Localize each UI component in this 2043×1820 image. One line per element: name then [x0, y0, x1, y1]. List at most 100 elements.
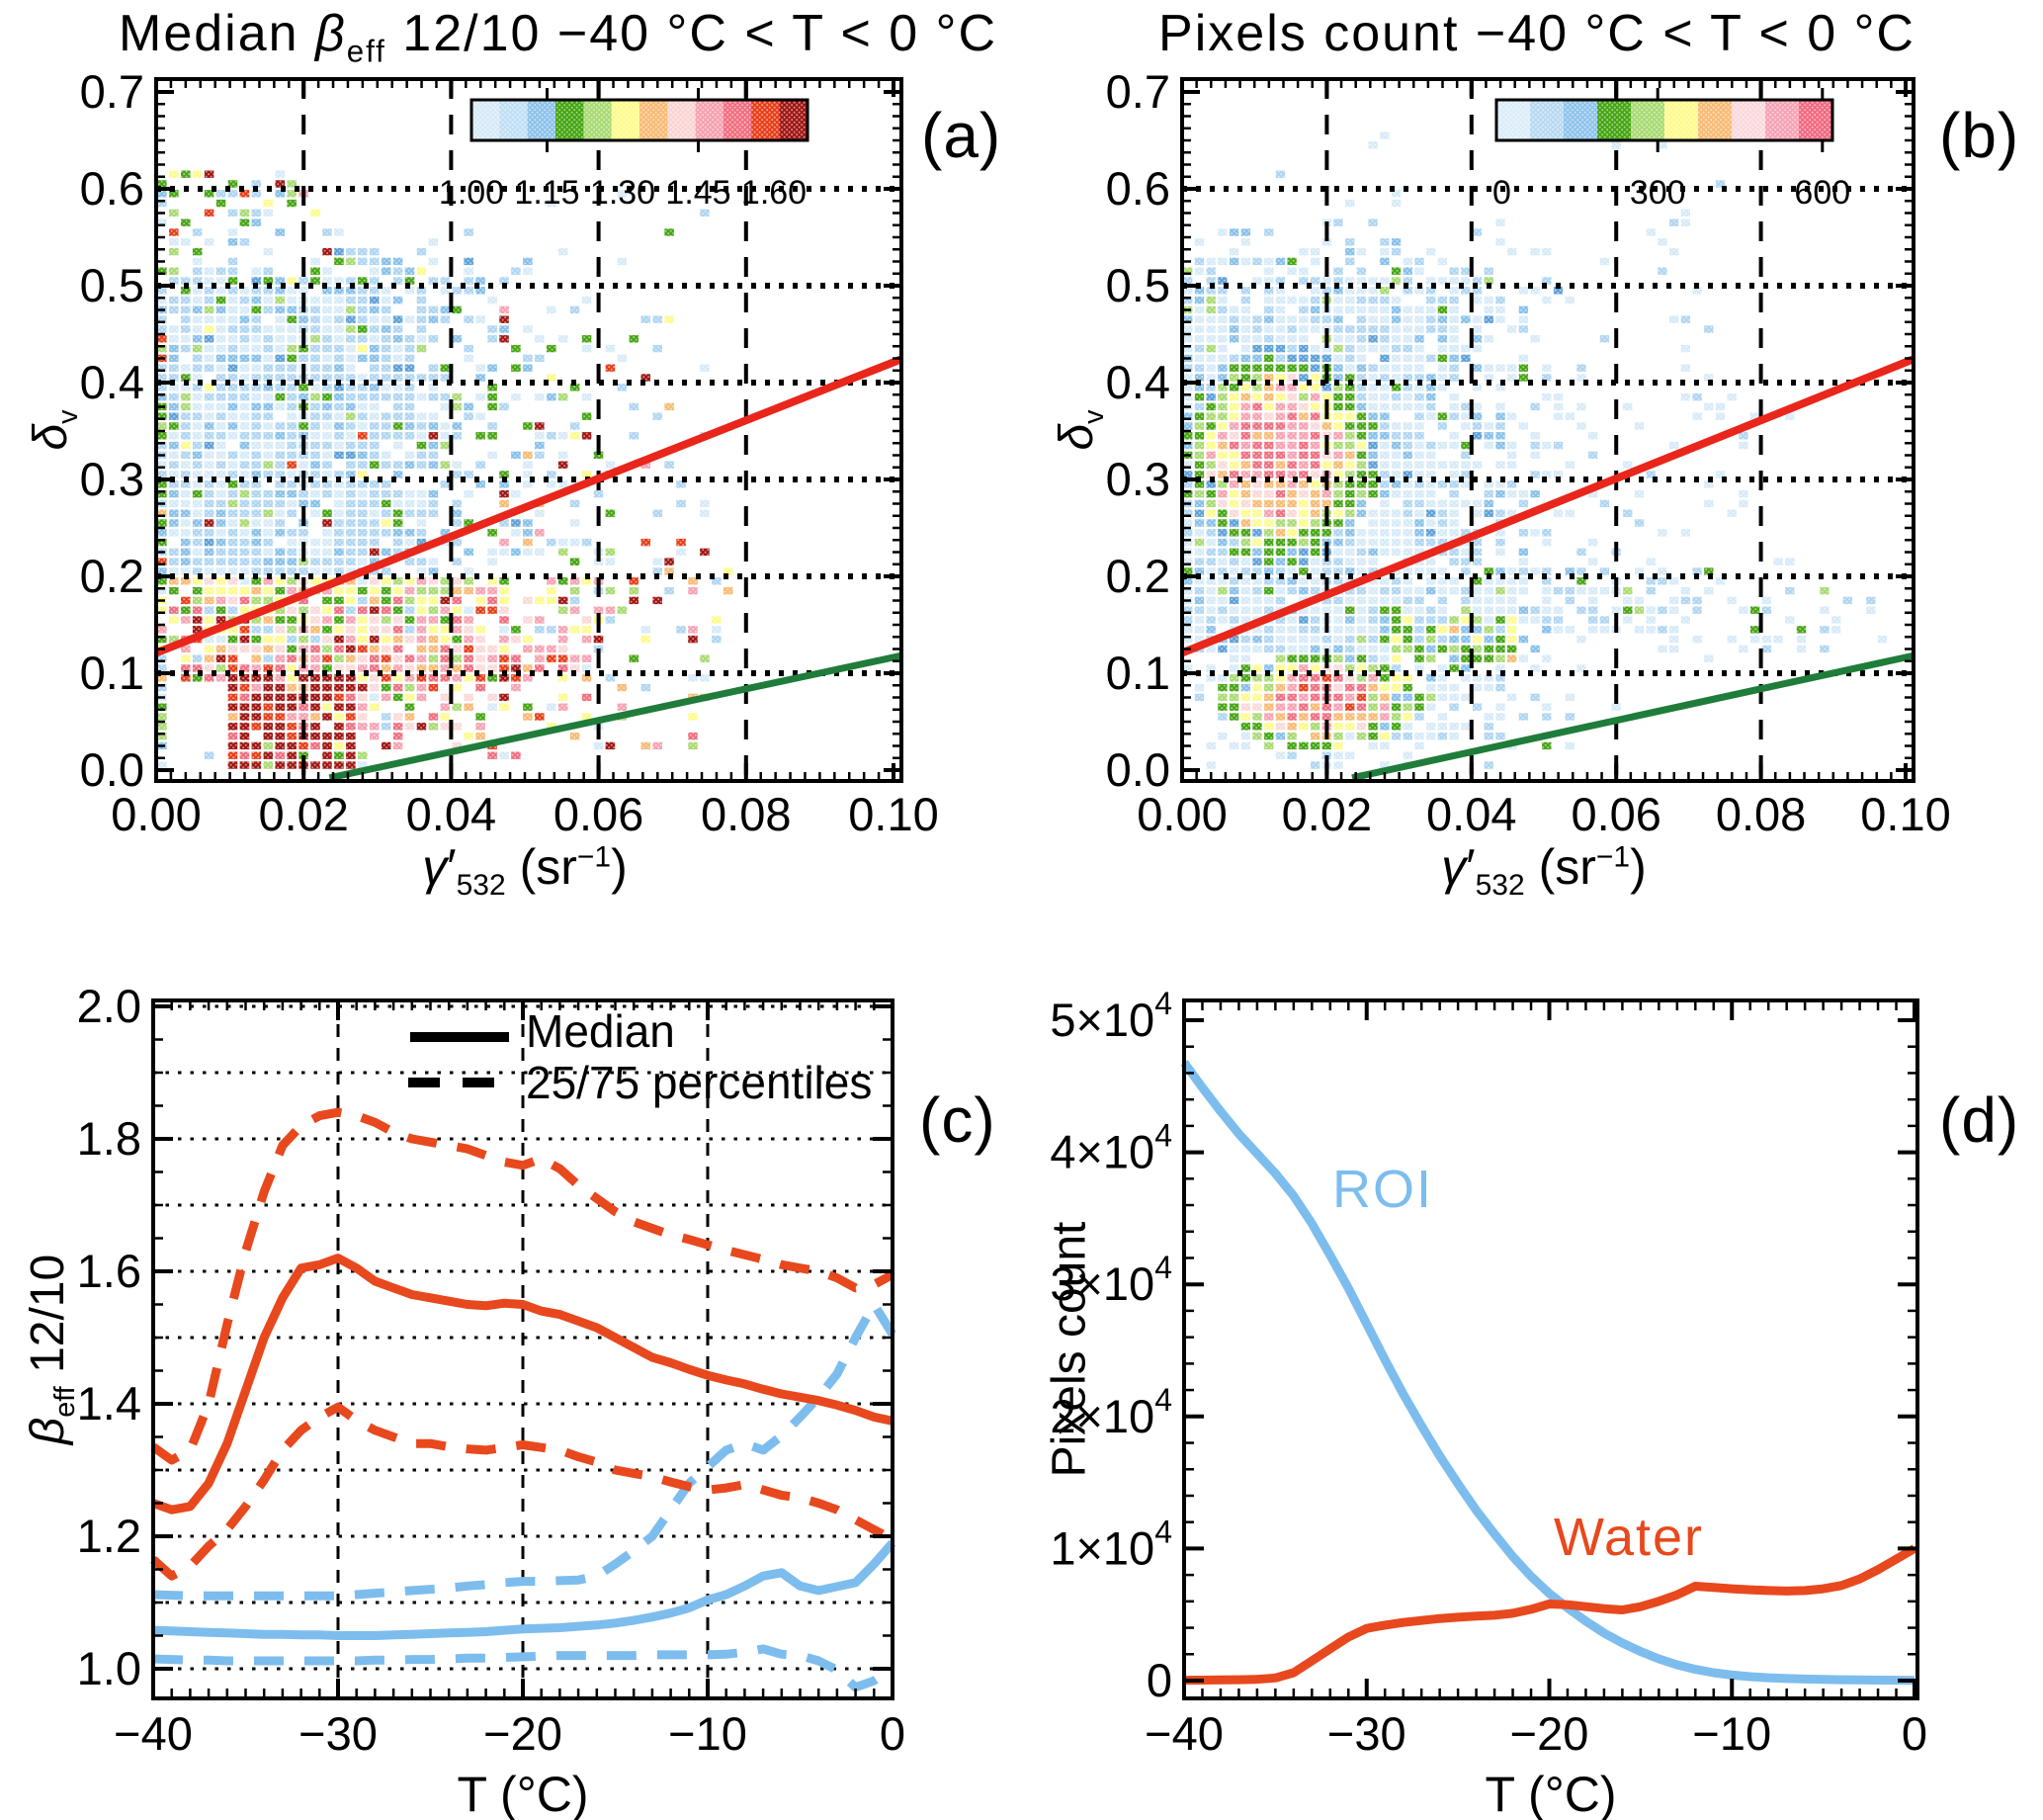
- x-tick-label: 0: [1902, 1707, 1927, 1760]
- y-tick-label: 1×104: [1050, 1514, 1172, 1574]
- axes-box: [151, 998, 894, 1700]
- colorbar-label: 1.30: [590, 174, 655, 212]
- y-tick-label: 0.3: [1106, 453, 1170, 505]
- x-tick-label: −20: [1510, 1707, 1589, 1760]
- series-water-median: [151, 1254, 894, 1515]
- x-tick-label: −20: [483, 1707, 562, 1760]
- y-tick-label: 0.4: [80, 356, 144, 408]
- panel-a-letter: (a): [921, 100, 1002, 171]
- series-roi: [1180, 1060, 1915, 1686]
- y-tick-label: 0.7: [80, 65, 144, 118]
- series-water: [1183, 1544, 1917, 1686]
- series-roi-75th-percentile: [152, 1300, 896, 1601]
- red-threshold-line: [1180, 355, 1915, 657]
- series-roi-median: [152, 1539, 896, 1640]
- x-tick-label: −30: [298, 1707, 378, 1760]
- x-tick-label: 0.10: [848, 788, 938, 840]
- panel-c-linechart: −40 −30 −20 −10 0 1.0 1.2 1.4 1.6 1.8 2.0: [77, 980, 905, 1760]
- x-tick-label: −40: [1145, 1707, 1224, 1760]
- y-tick-label: 0.7: [1106, 65, 1170, 118]
- legend-dashed-sample: [408, 1078, 515, 1087]
- y-tick-label: 4×104: [1050, 1118, 1172, 1178]
- y-tick-mantissa: 3×10: [1050, 1257, 1154, 1310]
- colorbar-stipple: [471, 101, 809, 141]
- roi-curve-label: ROI: [1332, 1160, 1434, 1219]
- y-tick-exponent: 4: [1154, 1514, 1172, 1549]
- panel-d-ylabel: Pixels count: [1043, 1221, 1096, 1478]
- x-tick-label: −40: [114, 1707, 193, 1760]
- y-tick-label: 0.6: [80, 162, 144, 215]
- y-tick-label: 3×104: [1050, 1250, 1172, 1310]
- y-tick-label: 0.0: [80, 743, 144, 796]
- panel-c-letter: (c): [919, 1084, 996, 1156]
- x-tick-label: 0.06: [1571, 788, 1660, 840]
- axes-box: [154, 77, 903, 783]
- colorbar-label: 600: [1794, 174, 1850, 212]
- x-tick-label: 0.02: [1282, 788, 1372, 840]
- panel-b-xlabel: γ′532 (sr−1): [1441, 839, 1647, 902]
- panel-d-letter: (d): [1939, 1084, 2020, 1156]
- green-threshold-line: [328, 651, 902, 782]
- colorbar-label: 1.15: [514, 174, 579, 212]
- panel-c-xlabel: T (°C): [457, 1767, 589, 1820]
- x-tick-label: −10: [1692, 1707, 1771, 1760]
- x-tick-label: 0.10: [1860, 788, 1950, 840]
- stipple-overlay: [156, 79, 901, 781]
- x-tick-label: −10: [668, 1707, 747, 1760]
- y-tick-mantissa: 0: [1147, 1654, 1172, 1706]
- colorbar-label: 1.60: [741, 174, 807, 212]
- panel-b-heatmap: 0 300 600 0.00 0.02 0.04 0.06 0.08 0.10 0.0 0.1 0.2…: [1106, 65, 1951, 840]
- colorbar-border: [1494, 98, 1834, 142]
- panel-a-xlabel: γ′532 (sr−1): [422, 839, 628, 902]
- y-tick-label: 0.1: [1106, 647, 1170, 699]
- x-tick-label: 0.04: [406, 788, 496, 840]
- y-tick-label: 0.4: [1106, 356, 1170, 408]
- y-tick-label: 1.4: [77, 1377, 141, 1430]
- y-tick-label: 0.2: [1106, 550, 1170, 602]
- x-tick-label: 0.04: [1426, 788, 1516, 840]
- legend-percentiles-label: 25/75 percentiles: [526, 1057, 873, 1108]
- x-tick-label: 0.08: [701, 788, 791, 840]
- x-tick-label: 0.00: [1137, 788, 1227, 840]
- x-tick-label: 0.00: [111, 788, 201, 840]
- colorbar: 0 300 600: [1492, 88, 1850, 212]
- green-threshold-line: [1351, 651, 1915, 782]
- y-tick-label: 0.2: [80, 550, 144, 602]
- y-tick-label: 0.6: [1106, 162, 1170, 215]
- y-tick-mantissa: 1×10: [1050, 1521, 1154, 1574]
- y-tick-label: 0.5: [80, 259, 144, 311]
- x-tick-label: 0.08: [1716, 788, 1806, 840]
- colorbar-label: 1.45: [665, 174, 730, 212]
- panel-a-title: Median βeff 12/10 −40 °C < T < 0 °C: [119, 5, 997, 69]
- x-tick-label: 0: [880, 1707, 905, 1760]
- axes-box: [1182, 998, 1919, 1700]
- y-tick-label: 1.6: [77, 1245, 141, 1297]
- y-tick-label: 0: [1147, 1654, 1172, 1706]
- y-tick-label: 0.0: [1106, 743, 1170, 796]
- y-tick-mantissa: 5×10: [1050, 994, 1154, 1046]
- y-tick-label: 1.8: [77, 1112, 141, 1165]
- y-tick-label: 1.2: [77, 1510, 141, 1562]
- x-tick-label: 0.02: [258, 788, 348, 840]
- y-tick-exponent: 4: [1154, 986, 1172, 1021]
- panel-a-ylabel: δv: [25, 409, 84, 451]
- y-tick-label: 2.0: [77, 980, 141, 1032]
- panel-c-ylabel: βeff 12/10: [22, 1254, 81, 1445]
- axes-box: [1180, 77, 1915, 783]
- y-tick-label: 1.0: [77, 1642, 141, 1694]
- panel-b-title: Pixels count −40 °C < T < 0 °C: [1158, 5, 1915, 62]
- legend-solid-sample: [410, 1032, 509, 1042]
- y-tick-exponent: 4: [1154, 1250, 1172, 1285]
- y-tick-label: 0.1: [80, 647, 144, 699]
- panel-d-xlabel: T (°C): [1485, 1767, 1617, 1820]
- y-tick-label: 0.5: [1106, 259, 1170, 311]
- series-water-75th-percentile: [150, 1107, 895, 1465]
- panel-b-ylabel: δv: [1051, 409, 1110, 451]
- y-tick-label: 0.3: [80, 453, 144, 505]
- panel-b-letter: (b): [1939, 100, 2020, 171]
- water-curve-label: Water: [1554, 1508, 1705, 1567]
- x-tick-label: −30: [1327, 1707, 1406, 1760]
- panel-a-heatmap: 1.00 1.15 1.30 1.45 1.60 0.00 0.02 0.04 0.06 0.08…: [80, 65, 939, 840]
